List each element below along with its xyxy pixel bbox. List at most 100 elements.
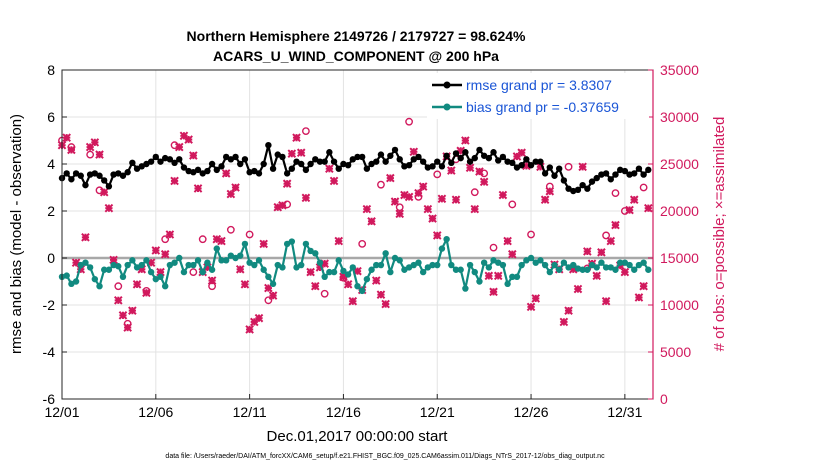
bias-point (237, 252, 244, 259)
rmse-point (466, 158, 474, 165)
rmse-point (124, 169, 131, 176)
obs-assimilated-point (179, 131, 189, 141)
y-left-tick-label: -2 (43, 297, 56, 313)
obs-possible-point (264, 296, 273, 305)
x-tick-label: 12/11 (233, 404, 267, 420)
obs-assimilated-point (240, 280, 250, 289)
obs-assimilated-point (343, 280, 353, 289)
bias-point (602, 264, 610, 271)
rmse-point (527, 161, 535, 169)
obs-assimilated-point (404, 192, 414, 202)
obs-assimilated-point (184, 135, 193, 144)
rmse-point (283, 170, 291, 177)
y-left-tick-label: 0 (47, 250, 55, 266)
obs-assimilated-point (160, 249, 170, 259)
obs-possible-point (114, 282, 123, 291)
rmse-point (551, 172, 558, 179)
rmse-point (237, 160, 244, 168)
rmse-point (363, 165, 371, 172)
x-tick-label: 12/01 (44, 404, 79, 420)
obs-possible-point (508, 200, 517, 209)
rmse-point (157, 158, 164, 165)
obs-assimilated-point (545, 186, 555, 196)
obs-possible-point (189, 268, 198, 276)
bias-point (354, 283, 361, 290)
y-right-tick-label: 5000 (660, 344, 691, 360)
rmse-point (321, 158, 328, 165)
rmse-point (574, 186, 582, 194)
bias-point (335, 257, 342, 264)
bias-point (157, 273, 164, 280)
rmse-point (101, 177, 108, 184)
rmse-point (419, 158, 427, 165)
bias-point (330, 268, 338, 276)
obs-assimilated-point (489, 287, 498, 297)
bias-point (298, 261, 305, 269)
bias-point (119, 273, 127, 280)
obs-assimilated-point (381, 299, 390, 309)
bias-point (546, 268, 554, 276)
obs-assimilated-point (362, 204, 372, 214)
bias-point (349, 264, 357, 271)
bias-point (499, 261, 507, 269)
rmse-point (593, 174, 600, 182)
obs-assimilated-point (634, 293, 644, 302)
rmse-point (129, 159, 136, 167)
bias-point (645, 266, 652, 273)
obs-assimilated-point (507, 249, 517, 259)
bias-point (326, 268, 333, 276)
bias-point (434, 261, 441, 269)
bias-point (279, 264, 286, 271)
rmse-point (588, 178, 596, 185)
rmse-point (471, 154, 478, 162)
rmse-point (260, 160, 267, 168)
rmse-point (457, 154, 464, 162)
rmse-point (518, 161, 525, 169)
rmse-point (330, 158, 338, 165)
obs-assimilated-point (437, 194, 447, 204)
obs-assimilated-point (329, 176, 339, 186)
rmse-point (208, 160, 216, 168)
bias-point (190, 261, 197, 269)
rmse-point (532, 158, 539, 165)
bias-point (260, 266, 267, 273)
rmse-point (344, 161, 352, 169)
bias-point (476, 278, 483, 285)
bias-point (429, 261, 436, 269)
obs-assimilated-point (325, 164, 334, 174)
x-tick-label: 12/16 (326, 404, 361, 420)
obs-assimilated-point (423, 204, 433, 214)
obs-possible-point (320, 289, 329, 298)
obs-assimilated-point (113, 295, 123, 305)
legend-box (427, 73, 649, 119)
bias-point (101, 266, 108, 273)
obs-possible-point (639, 183, 648, 192)
rmse-point (288, 165, 296, 172)
x-axis-ticks: 12/01 12/06 12/11 12/16 12/21 12/26 12/31 (44, 394, 643, 420)
bias-point (143, 257, 150, 264)
obs-assimilated-point (67, 145, 76, 155)
obs-assimilated-point (503, 236, 512, 246)
bias-point (63, 272, 70, 279)
rmse-point (621, 167, 629, 175)
rmse-point (546, 164, 554, 171)
data-file-footer: data file: /Users/raeder/DAI/ATM_forcXX/… (165, 453, 605, 460)
rmse-point (213, 166, 220, 174)
bias-point (626, 261, 633, 269)
rmse-point (147, 158, 155, 165)
bias-point (541, 261, 549, 269)
obs-assimilated-point (189, 151, 198, 160)
bias-point (443, 236, 450, 243)
bias-point (251, 261, 258, 269)
bias-point (185, 261, 192, 269)
bias-point (382, 250, 389, 257)
obs-assimilated-point (90, 138, 100, 147)
rmse-point (462, 149, 469, 156)
bias-point (115, 263, 122, 270)
rmse-series (58, 142, 652, 195)
rmse-point (255, 170, 263, 177)
obs-possible-point (358, 239, 367, 248)
legend-bias-marker (443, 103, 451, 111)
rmse-point (171, 159, 178, 167)
obs-assimilated-point (447, 166, 456, 175)
